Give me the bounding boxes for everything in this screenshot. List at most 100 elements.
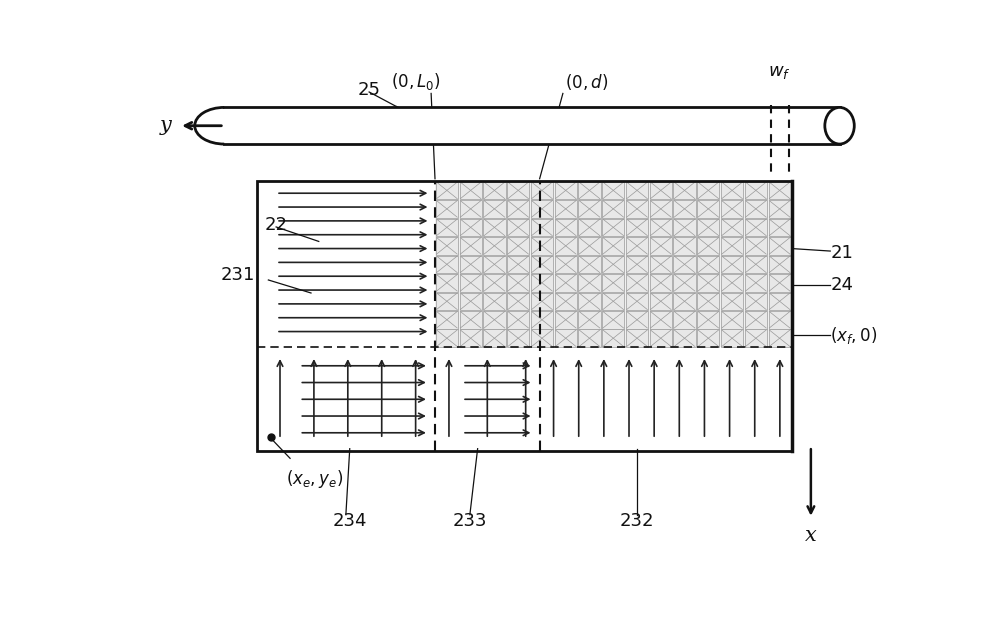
Text: 24: 24	[830, 276, 853, 294]
Bar	[673, 292, 696, 310]
Bar	[460, 292, 482, 310]
Bar	[507, 237, 529, 255]
Bar	[650, 329, 672, 347]
Bar	[697, 182, 719, 199]
Bar	[436, 182, 458, 199]
Bar	[626, 182, 648, 199]
Bar	[626, 311, 648, 329]
Bar	[650, 255, 672, 273]
Bar	[531, 274, 553, 292]
Bar	[602, 311, 624, 329]
Bar	[555, 237, 577, 255]
Bar	[602, 200, 624, 218]
Text: $(0, L_0)$: $(0, L_0)$	[391, 71, 441, 92]
Text: x: x	[805, 526, 817, 545]
Bar	[745, 255, 767, 273]
Bar	[650, 200, 672, 218]
Bar	[697, 311, 719, 329]
Bar	[626, 329, 648, 347]
Bar	[769, 292, 791, 310]
Bar	[555, 311, 577, 329]
Bar	[483, 237, 506, 255]
Bar	[436, 329, 458, 347]
Bar	[555, 329, 577, 347]
Bar	[578, 218, 601, 236]
Bar	[673, 329, 696, 347]
Bar	[436, 237, 458, 255]
Bar	[769, 237, 791, 255]
Bar	[650, 237, 672, 255]
Bar	[697, 329, 719, 347]
Bar	[602, 274, 624, 292]
Bar	[721, 200, 743, 218]
Bar	[555, 292, 577, 310]
Bar	[602, 237, 624, 255]
Bar	[697, 255, 719, 273]
Bar	[721, 255, 743, 273]
Bar	[555, 200, 577, 218]
Bar	[531, 218, 553, 236]
Bar	[721, 274, 743, 292]
Bar	[602, 329, 624, 347]
Bar	[769, 274, 791, 292]
Bar	[257, 181, 792, 451]
Bar	[483, 274, 506, 292]
Text: 234: 234	[332, 512, 367, 530]
Bar	[257, 181, 435, 347]
Bar	[224, 108, 840, 144]
Bar	[436, 292, 458, 310]
Bar	[483, 182, 506, 199]
Bar	[460, 182, 482, 199]
Bar	[602, 218, 624, 236]
Bar	[721, 237, 743, 255]
Bar	[507, 274, 529, 292]
Bar	[436, 255, 458, 273]
Bar	[721, 311, 743, 329]
Bar	[555, 255, 577, 273]
Bar	[555, 182, 577, 199]
Bar	[745, 311, 767, 329]
Bar	[531, 292, 553, 310]
Bar	[483, 255, 506, 273]
Text: 21: 21	[830, 245, 853, 262]
Bar	[745, 292, 767, 310]
Bar	[460, 255, 482, 273]
Bar	[673, 237, 696, 255]
Bar	[257, 181, 792, 451]
Bar	[507, 292, 529, 310]
Bar	[721, 218, 743, 236]
Bar	[626, 292, 648, 310]
Bar	[578, 182, 601, 199]
Bar	[602, 255, 624, 273]
Bar	[531, 237, 553, 255]
Bar	[769, 182, 791, 199]
Bar	[578, 329, 601, 347]
Bar	[673, 218, 696, 236]
Bar	[460, 274, 482, 292]
Bar	[507, 311, 529, 329]
Bar	[578, 255, 601, 273]
Bar	[650, 218, 672, 236]
Bar	[483, 311, 506, 329]
Bar	[697, 274, 719, 292]
Bar	[721, 292, 743, 310]
Bar	[531, 329, 553, 347]
Bar	[650, 274, 672, 292]
Bar	[626, 237, 648, 255]
Text: $(x_e, y_e)$: $(x_e, y_e)$	[286, 468, 343, 490]
Bar	[745, 237, 767, 255]
Bar	[673, 274, 696, 292]
Bar	[257, 347, 792, 451]
Bar	[673, 200, 696, 218]
Bar	[483, 200, 506, 218]
Bar	[460, 218, 482, 236]
Bar	[578, 311, 601, 329]
Bar	[460, 237, 482, 255]
Text: $(x_f, 0)$: $(x_f, 0)$	[830, 325, 877, 346]
Text: 231: 231	[220, 266, 255, 284]
Bar	[769, 329, 791, 347]
Bar	[697, 292, 719, 310]
Bar	[745, 329, 767, 347]
Bar	[507, 255, 529, 273]
Bar	[578, 237, 601, 255]
